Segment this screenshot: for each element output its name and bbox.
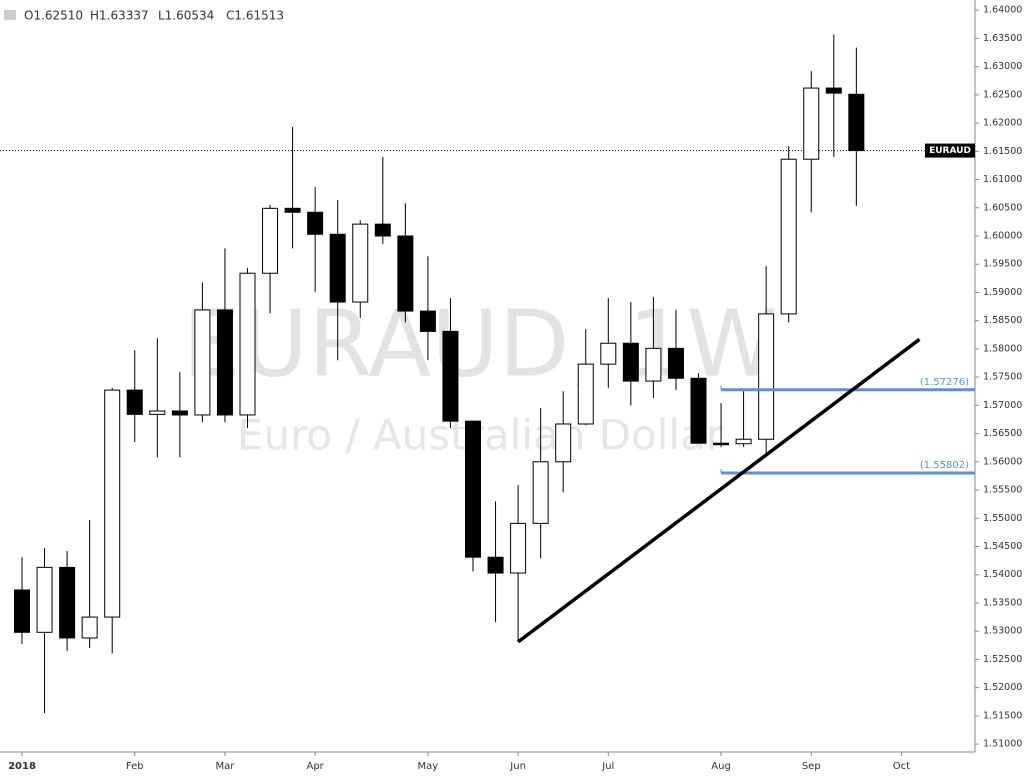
candle-body — [577, 363, 594, 425]
ohlc-high: H1.63337 — [90, 9, 149, 23]
candle-body — [36, 566, 53, 633]
level-label: (1.57276) — [920, 377, 969, 388]
y-tick-label: 1.55500 — [983, 485, 1022, 496]
y-tick-label: 1.52500 — [983, 654, 1022, 665]
candle-body — [487, 556, 504, 574]
x-tick-label: Mar — [216, 761, 236, 772]
ohlc-open: O1.62510 — [24, 9, 83, 23]
candle-body — [713, 442, 730, 446]
y-tick-label: 1.51000 — [983, 739, 1022, 750]
candle-body — [803, 87, 820, 160]
candle-body — [81, 616, 98, 639]
symbol-watermark: EURAUD, 1W — [183, 290, 778, 397]
x-tick-label: 2018 — [8, 761, 36, 772]
candle-body — [510, 522, 527, 574]
ohlc-low: L1.60534 — [158, 9, 214, 23]
candle-body — [690, 377, 707, 444]
y-tick-label: 1.60000 — [983, 230, 1022, 241]
candle-body — [645, 347, 662, 382]
y-tick-label: 1.54000 — [983, 569, 1022, 580]
candle-body — [262, 207, 279, 274]
x-tick-label: Jun — [509, 761, 526, 772]
ohlc-close: C1.61513 — [226, 9, 284, 23]
x-tick-label: Oct — [893, 761, 910, 772]
candle-body — [104, 389, 121, 618]
y-tick-label: 1.64000 — [983, 5, 1022, 16]
y-tick-label: 1.55000 — [983, 513, 1022, 524]
legend-icon — [4, 10, 16, 20]
candle-body — [149, 410, 166, 415]
last-price-label: EURAUD — [929, 146, 971, 156]
y-tick-label: 1.59500 — [983, 259, 1022, 270]
y-tick-label: 1.56000 — [983, 456, 1022, 467]
x-tick-label: Apr — [306, 761, 324, 772]
x-tick-label: Sep — [802, 761, 821, 772]
y-tick-label: 1.52000 — [983, 682, 1022, 693]
y-tick-label: 1.60500 — [983, 202, 1022, 213]
y-tick-label: 1.57000 — [983, 400, 1022, 411]
x-tick-label: May — [418, 761, 439, 772]
candle-body — [374, 223, 391, 237]
candle-body — [600, 342, 617, 365]
y-tick-label: 1.57500 — [983, 372, 1022, 383]
candle-body — [307, 211, 324, 235]
candle-body — [667, 347, 684, 379]
y-tick-label: 1.56500 — [983, 428, 1022, 439]
y-tick-label: 1.63500 — [983, 33, 1022, 44]
y-tick-label: 1.62500 — [983, 89, 1022, 100]
last-price-tag — [925, 143, 975, 158]
candle-body — [126, 389, 143, 415]
y-tick-label: 1.62000 — [983, 118, 1022, 129]
candle-body — [825, 87, 842, 94]
candle-body — [194, 309, 211, 416]
y-tick-label: 1.61500 — [983, 146, 1022, 157]
candle-body — [622, 342, 639, 382]
candle-body — [239, 272, 256, 416]
y-tick-label: 1.53000 — [983, 626, 1022, 637]
candle-body — [59, 566, 76, 639]
x-tick-label: Feb — [126, 761, 144, 772]
candle-body — [352, 223, 369, 303]
y-tick-label: 1.58000 — [983, 343, 1022, 354]
x-tick-label: Jul — [601, 761, 614, 772]
y-tick-label: 1.51500 — [983, 710, 1022, 721]
y-tick-label: 1.59000 — [983, 287, 1022, 298]
candle-body — [532, 461, 549, 524]
candle-body — [442, 330, 459, 422]
candle-body — [848, 93, 865, 152]
candle-body — [555, 423, 572, 463]
x-tick-label: Aug — [711, 761, 731, 772]
candle-body — [780, 158, 797, 315]
level-label: (1.55802) — [920, 460, 969, 471]
candle-body — [216, 309, 233, 416]
y-tick-label: 1.63000 — [983, 61, 1022, 72]
y-tick-label: 1.53500 — [983, 597, 1022, 608]
y-tick-label: 1.61000 — [983, 174, 1022, 185]
y-tick-label: 1.54500 — [983, 541, 1022, 552]
y-tick-label: 1.58500 — [983, 315, 1022, 326]
candle-body — [397, 235, 414, 312]
candle-body — [14, 589, 30, 633]
trendline — [517, 337, 921, 644]
candle-body — [329, 233, 346, 303]
candle-body — [419, 310, 436, 332]
candle-body — [465, 420, 481, 558]
candle-body — [171, 410, 188, 416]
candle-body — [735, 438, 752, 445]
candle-body — [284, 207, 301, 213]
candle-body — [758, 313, 775, 440]
